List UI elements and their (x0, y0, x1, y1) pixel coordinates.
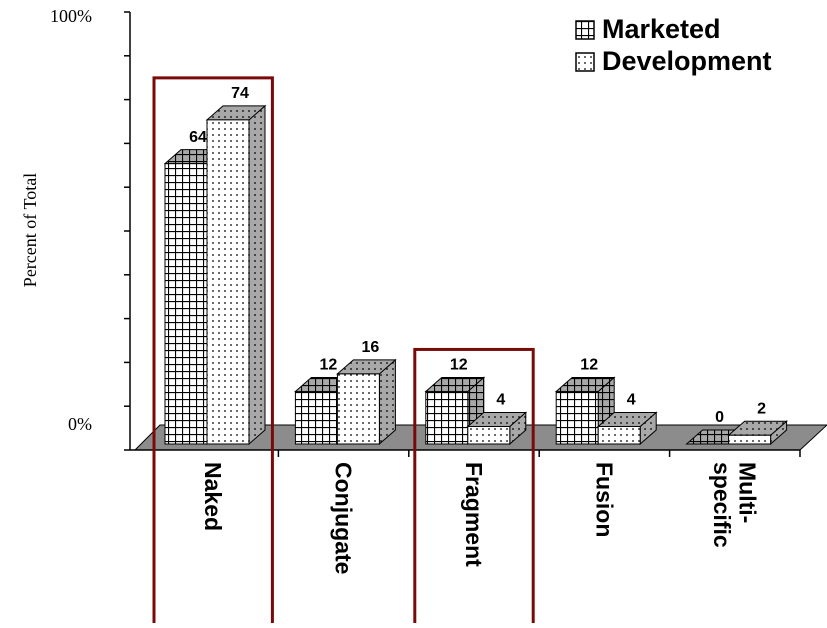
value-label: 12 (450, 357, 468, 374)
bar-front (425, 390, 469, 445)
bar-front (555, 390, 599, 445)
bar (554, 376, 616, 446)
value-label: 64 (189, 129, 207, 146)
y-tick-label: 0% (68, 414, 92, 434)
y-tick-label: 100% (50, 6, 92, 26)
x-tick-label: Fragment (461, 462, 487, 567)
value-label: 74 (231, 85, 249, 102)
value-label: 12 (320, 357, 338, 374)
value-label: 4 (496, 392, 505, 409)
bar-front (597, 425, 641, 445)
y-axis-label: Percent of Total (20, 173, 40, 287)
bar-front (294, 390, 338, 445)
bar-front (728, 434, 772, 445)
x-tick-label: Multi-specific (709, 462, 760, 548)
bar (596, 411, 658, 446)
value-label: 0 (715, 409, 724, 426)
legend-item: Development (575, 46, 772, 76)
bar (727, 420, 788, 446)
legend-swatch (575, 52, 595, 72)
value-label: 4 (627, 392, 636, 409)
bar (205, 104, 267, 446)
highlight-box (413, 347, 535, 628)
bar-side (248, 104, 266, 446)
bar-front (206, 119, 250, 445)
value-label: 2 (757, 400, 766, 417)
value-label: 12 (580, 357, 598, 374)
bar-front (164, 163, 208, 445)
legend-swatch (575, 20, 595, 40)
bar-front (467, 425, 511, 445)
bar-side (378, 358, 396, 446)
legend-item: Marketed (575, 14, 721, 44)
x-tick-label: Naked (200, 462, 226, 531)
x-tick-label: Fusion (591, 462, 617, 537)
legend-label: Marketed (602, 14, 721, 44)
value-label: 16 (362, 339, 380, 356)
x-tick-label: Conjugate (331, 462, 357, 574)
bar-front (336, 373, 380, 445)
bar (336, 358, 397, 446)
bar (466, 411, 528, 446)
highlight-box (152, 76, 274, 628)
legend-label: Development (602, 46, 772, 76)
